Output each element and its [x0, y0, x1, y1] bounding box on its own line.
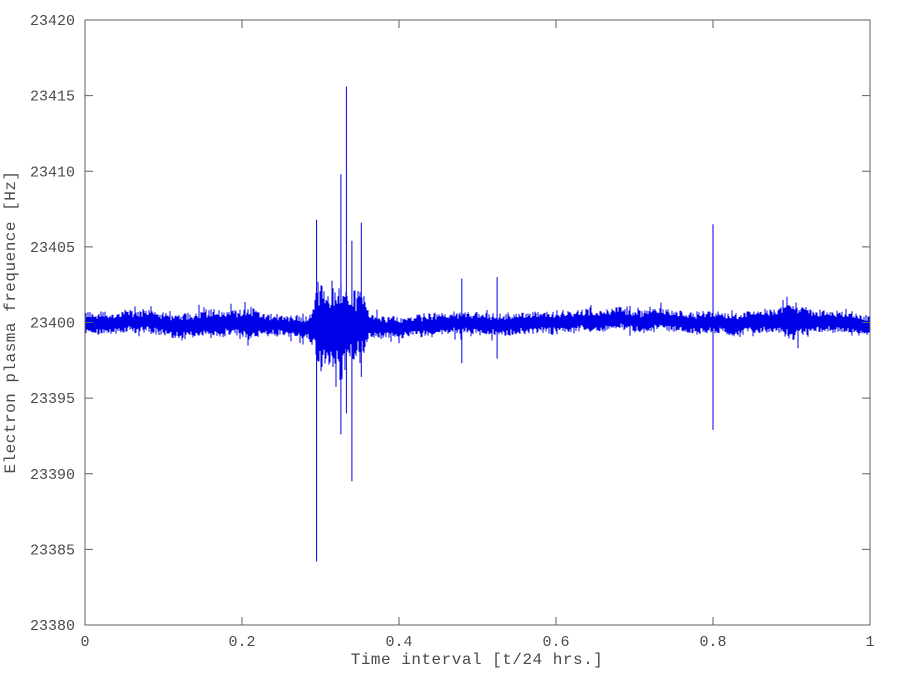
x-tick-label: 0.6 [542, 634, 569, 651]
y-tick-label: 23405 [30, 240, 75, 257]
x-tick-label: 0.2 [228, 634, 255, 651]
signal-spikes [316, 86, 714, 562]
signal-trace [84, 280, 871, 387]
x-axis-title: Time interval [t/24 hrs.] [350, 651, 604, 669]
y-tick-label: 23390 [30, 467, 75, 484]
y-tick-label: 23415 [30, 89, 75, 106]
x-tick-label: 0.4 [385, 634, 412, 651]
x-tick-label: 0 [80, 634, 89, 651]
y-tick-label: 23400 [30, 316, 75, 333]
y-tick-label: 23420 [30, 13, 75, 30]
y-tick-label: 23385 [30, 542, 75, 559]
y-axis-title: Electron plasma frequence [Hz] [2, 170, 20, 474]
x-tick-label: 0.8 [699, 634, 726, 651]
y-tick-label: 23410 [30, 164, 75, 181]
y-tick-label: 23395 [30, 391, 75, 408]
y-tick-label: 23380 [30, 618, 75, 635]
x-tick-label: 1 [865, 634, 874, 651]
